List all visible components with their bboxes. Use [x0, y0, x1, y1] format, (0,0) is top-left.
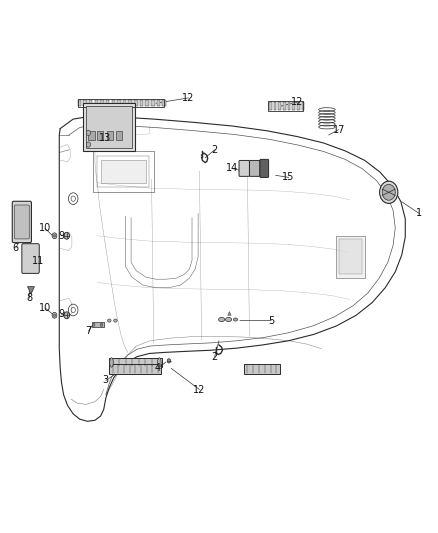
FancyBboxPatch shape: [250, 160, 260, 176]
Bar: [140, 100, 143, 107]
Bar: [107, 131, 113, 140]
Bar: [288, 102, 290, 110]
Bar: [297, 102, 300, 110]
FancyBboxPatch shape: [22, 244, 39, 273]
Bar: [274, 102, 276, 110]
Bar: [83, 100, 87, 107]
Ellipse shape: [380, 181, 398, 204]
Bar: [268, 101, 304, 111]
Bar: [269, 102, 272, 110]
Bar: [110, 364, 161, 374]
Ellipse shape: [100, 323, 103, 326]
Text: 7: 7: [85, 326, 92, 336]
Ellipse shape: [233, 318, 238, 321]
Text: 9: 9: [58, 309, 64, 319]
Ellipse shape: [53, 314, 56, 317]
Bar: [128, 100, 132, 107]
Bar: [100, 100, 104, 107]
Ellipse shape: [64, 312, 70, 319]
Ellipse shape: [110, 358, 113, 367]
Text: 12: 12: [193, 384, 205, 394]
Polygon shape: [28, 287, 35, 294]
Bar: [106, 100, 110, 107]
Bar: [78, 99, 164, 108]
Bar: [110, 358, 162, 367]
Bar: [86, 107, 132, 148]
FancyBboxPatch shape: [239, 160, 250, 176]
Bar: [336, 236, 365, 278]
Bar: [112, 100, 115, 107]
Bar: [293, 102, 295, 110]
Text: 14: 14: [226, 164, 238, 173]
Text: 13: 13: [99, 133, 111, 143]
Bar: [134, 100, 138, 107]
Bar: [95, 100, 98, 107]
Bar: [157, 100, 160, 107]
Text: 12: 12: [182, 93, 195, 103]
Text: 1: 1: [416, 208, 422, 219]
Bar: [244, 364, 280, 374]
Text: 15: 15: [283, 172, 295, 182]
Bar: [117, 100, 120, 107]
FancyBboxPatch shape: [14, 205, 29, 239]
Bar: [302, 102, 304, 110]
Text: 2: 2: [212, 352, 218, 361]
Bar: [151, 100, 155, 107]
Polygon shape: [228, 312, 231, 316]
Ellipse shape: [158, 358, 161, 367]
Text: 9: 9: [58, 231, 64, 241]
Bar: [92, 322, 104, 327]
Bar: [97, 131, 103, 140]
Bar: [145, 100, 149, 107]
Ellipse shape: [52, 233, 57, 239]
Text: 8: 8: [27, 293, 33, 303]
Ellipse shape: [52, 312, 57, 318]
Ellipse shape: [226, 317, 232, 321]
Bar: [78, 100, 81, 107]
Bar: [89, 100, 92, 107]
FancyBboxPatch shape: [260, 159, 268, 177]
Ellipse shape: [64, 232, 70, 239]
FancyBboxPatch shape: [12, 201, 32, 243]
Bar: [101, 160, 146, 183]
Bar: [83, 103, 134, 151]
Bar: [283, 102, 286, 110]
Text: 3: 3: [103, 375, 109, 385]
Bar: [162, 100, 166, 107]
Bar: [339, 239, 362, 274]
Text: 6: 6: [13, 243, 19, 253]
Ellipse shape: [382, 184, 395, 200]
Text: 12: 12: [291, 97, 304, 107]
Text: 2: 2: [212, 145, 218, 155]
Text: 17: 17: [332, 125, 345, 135]
Text: 10: 10: [39, 303, 51, 313]
Ellipse shape: [86, 142, 91, 147]
Text: 10: 10: [39, 223, 51, 233]
Text: 11: 11: [32, 256, 45, 266]
Bar: [279, 102, 281, 110]
Bar: [116, 131, 122, 140]
Ellipse shape: [86, 130, 91, 135]
Ellipse shape: [219, 317, 225, 321]
Bar: [123, 100, 126, 107]
Text: 4: 4: [155, 364, 161, 373]
Ellipse shape: [167, 359, 171, 363]
Ellipse shape: [92, 323, 95, 326]
Ellipse shape: [53, 235, 56, 237]
Ellipse shape: [108, 319, 111, 322]
Text: 5: 5: [268, 316, 274, 326]
Ellipse shape: [114, 319, 117, 322]
Bar: [88, 131, 95, 140]
